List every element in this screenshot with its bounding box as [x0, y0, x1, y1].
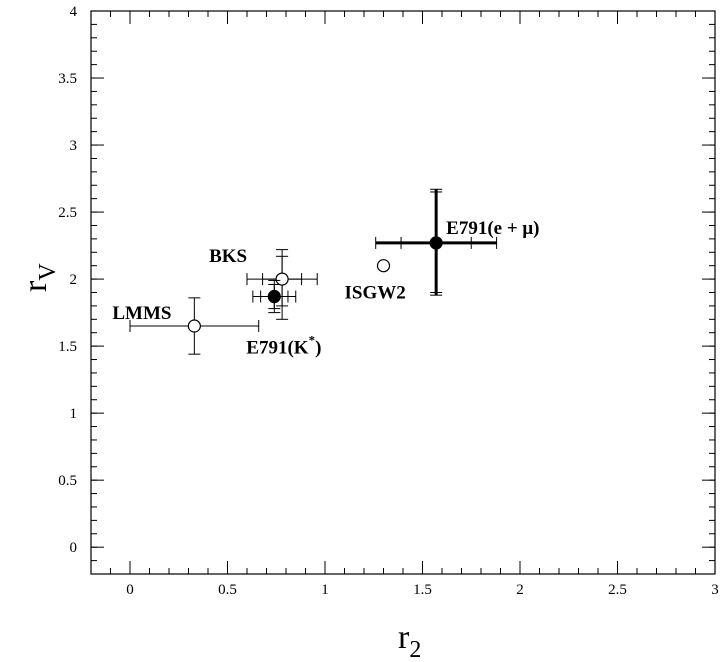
x-tick-label: 0	[126, 582, 134, 598]
data-label: E791(e + μ)	[446, 218, 539, 239]
x-tick-labels: 0 0.5 1 1.5 2 2.5 3	[126, 582, 719, 598]
data-label-part: )	[315, 338, 321, 359]
x-tick-label: 3	[711, 582, 719, 598]
data-point: ISGW2	[345, 259, 406, 304]
data-label-part: ISGW2	[345, 283, 406, 304]
data-point: LMMS	[112, 297, 260, 355]
data-label: ISGW2	[345, 283, 406, 304]
data-label-part: E791(K	[246, 338, 308, 359]
x-tick-label: 0.5	[218, 582, 237, 598]
y-axis-title: rV	[17, 263, 61, 292]
data-marker	[267, 289, 281, 304]
y-tick-label: 2.5	[58, 205, 77, 221]
y-axis-title-sub: V	[35, 263, 61, 281]
y-tick-label: 3.5	[58, 71, 77, 87]
data-marker	[429, 236, 443, 250]
x-tick-label: 1	[321, 582, 329, 598]
axis-ticks	[90, 10, 716, 575]
data-marker	[275, 272, 289, 286]
y-tick-labels: 0 0.5 1 1.5 2 2.5 3 3.5 4	[58, 4, 77, 556]
x-tick-label: 1.5	[413, 582, 432, 598]
data-label-part: BKS	[209, 246, 247, 267]
y-axis-title-main: r	[17, 280, 54, 292]
x-axis-title: r2	[398, 619, 421, 662]
data-point: E791(e + μ)	[375, 188, 540, 296]
data-marker	[187, 319, 201, 333]
data-marker	[376, 259, 391, 273]
data-label: LMMS	[112, 303, 171, 324]
y-tick-label: 1	[70, 406, 78, 422]
y-tick-label: 0	[70, 540, 78, 556]
data-point: BKS	[209, 246, 318, 320]
data-label-part: LMMS	[112, 303, 171, 324]
x-tick-label: 2.5	[608, 582, 627, 598]
data-label-part: *	[309, 333, 316, 348]
y-tick-label: 2	[70, 272, 78, 288]
x-tick-label: 2	[516, 582, 524, 598]
x-axis-title-sub: 2	[409, 637, 421, 662]
data-marks: LMMS BKS E791(K*) ISGW2 E791(e + μ)	[112, 188, 540, 359]
y-tick-label: 4	[70, 4, 78, 20]
y-tick-label: 1.5	[58, 339, 77, 355]
data-label: E791(K*)	[246, 333, 321, 359]
y-tick-label: 3	[70, 138, 78, 154]
data-point: E791(K*)	[246, 279, 321, 359]
x-axis-title-main: r	[398, 619, 410, 656]
data-label-part: E791(e + μ)	[446, 218, 539, 239]
y-tick-label: 0.5	[58, 473, 77, 489]
data-label: BKS	[209, 246, 247, 267]
